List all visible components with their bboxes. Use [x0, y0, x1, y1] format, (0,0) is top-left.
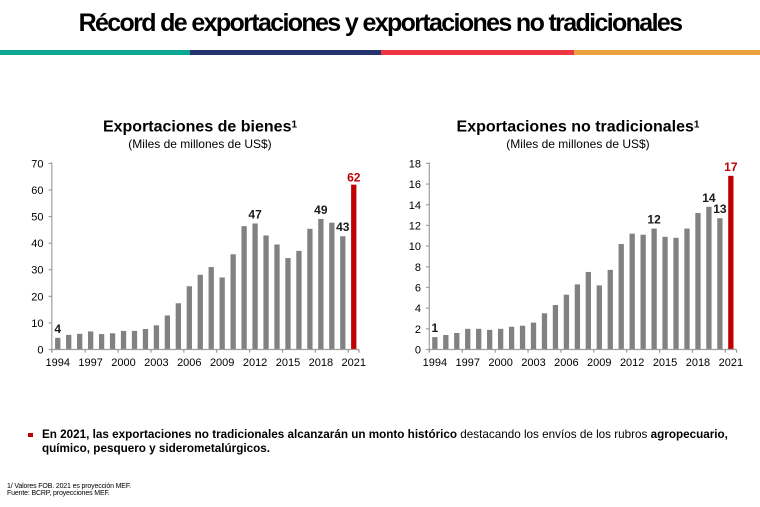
- svg-text:2003: 2003: [144, 357, 168, 369]
- svg-text:70: 70: [31, 158, 43, 170]
- svg-text:0: 0: [415, 345, 421, 357]
- svg-text:1994: 1994: [46, 357, 70, 369]
- svg-text:0: 0: [37, 345, 43, 357]
- svg-text:62: 62: [347, 171, 361, 185]
- svg-text:60: 60: [31, 185, 43, 197]
- svg-text:4: 4: [415, 303, 421, 315]
- svg-text:12: 12: [647, 213, 661, 227]
- svg-text:20: 20: [31, 291, 43, 303]
- svg-text:2000: 2000: [111, 357, 135, 369]
- svg-text:2018: 2018: [686, 357, 710, 369]
- svg-text:8: 8: [415, 262, 421, 274]
- svg-text:1: 1: [432, 321, 439, 335]
- svg-text:4: 4: [54, 322, 61, 336]
- svg-text:2021: 2021: [342, 357, 366, 369]
- svg-text:1994: 1994: [423, 357, 447, 369]
- svg-text:49: 49: [314, 203, 328, 217]
- svg-text:Exportaciones de bienes1: Exportaciones de bienes1: [103, 119, 298, 136]
- svg-text:6: 6: [415, 282, 421, 294]
- svg-text:16: 16: [409, 179, 421, 191]
- svg-text:(Miles de millones de US$): (Miles de millones de US$): [128, 137, 271, 151]
- svg-text:10: 10: [31, 318, 43, 330]
- svg-text:Exportaciones no tradicionales: Exportaciones no tradicionales1: [457, 119, 700, 136]
- svg-text:17: 17: [724, 160, 738, 174]
- svg-text:2006: 2006: [554, 357, 578, 369]
- svg-text:2: 2: [415, 324, 421, 336]
- svg-text:47: 47: [248, 207, 262, 221]
- svg-text:14: 14: [409, 200, 421, 212]
- svg-text:2021: 2021: [719, 357, 743, 369]
- svg-text:43: 43: [336, 220, 350, 234]
- svg-text:40: 40: [31, 238, 43, 250]
- svg-text:18: 18: [409, 158, 421, 170]
- svg-text:14: 14: [702, 191, 716, 205]
- svg-text:(Miles de millones de US$): (Miles de millones de US$): [506, 137, 649, 151]
- svg-text:50: 50: [31, 212, 43, 224]
- svg-text:2018: 2018: [309, 357, 333, 369]
- svg-text:1997: 1997: [78, 357, 102, 369]
- svg-text:10: 10: [409, 241, 421, 253]
- svg-text:2012: 2012: [620, 357, 644, 369]
- svg-text:13: 13: [713, 202, 727, 216]
- svg-text:2003: 2003: [521, 357, 545, 369]
- svg-text:2006: 2006: [177, 357, 201, 369]
- svg-text:2015: 2015: [653, 357, 677, 369]
- svg-text:1997: 1997: [455, 357, 479, 369]
- svg-text:30: 30: [31, 265, 43, 277]
- svg-text:2009: 2009: [210, 357, 234, 369]
- svg-text:12: 12: [409, 220, 421, 232]
- svg-text:2015: 2015: [276, 357, 300, 369]
- svg-text:2000: 2000: [488, 357, 512, 369]
- svg-text:2012: 2012: [243, 357, 267, 369]
- svg-text:2009: 2009: [587, 357, 611, 369]
